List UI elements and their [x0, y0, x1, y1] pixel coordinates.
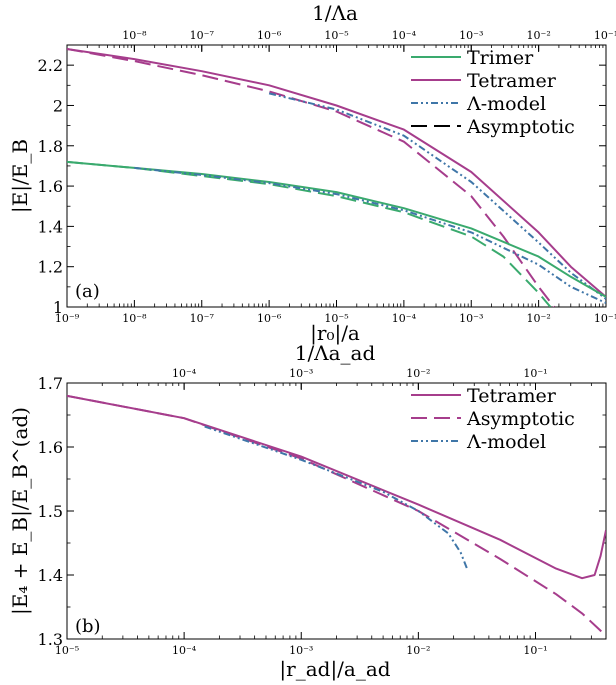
- x-tick-label: 10⁻⁶: [257, 312, 282, 325]
- top-tick-label: 10⁻¹: [523, 367, 547, 380]
- series-line-lambda-dashdotdot: [204, 425, 468, 569]
- x-tick-label: 10⁻²: [406, 644, 430, 657]
- y-tick-label: 1.2: [38, 258, 63, 277]
- legend-label: Asymptotic: [466, 408, 575, 430]
- x-tick-label: 10⁻²: [527, 312, 551, 325]
- y-tick-label: 1.5: [38, 502, 63, 521]
- y-tick-label: 1.4: [38, 217, 63, 236]
- y-tick-label: 2: [53, 96, 63, 115]
- legend-label: Tetramer: [467, 385, 557, 407]
- series-line-tetramer-solid: [67, 48, 606, 298]
- panel-a-label: (a): [75, 281, 100, 302]
- panel-b-xlabel: |r_ad|/a_ad: [279, 657, 390, 682]
- series-line-trimer-dashed: [67, 160, 552, 307]
- y-tick-label: 1.6: [38, 177, 63, 196]
- panel-b: 10⁻⁵ 10⁻⁴ 10⁻³ 10⁻² 10⁻¹ 10⁻⁴ 10⁻³ 10⁻² 10⁻¹ 1.3 1…: [8, 341, 607, 682]
- panel-b-ylabel: |E₄ + E_B|/E_B^(ad): [8, 407, 33, 615]
- panel-a-xlabel: |r₀|/a: [310, 321, 360, 346]
- top-tick-label: 10⁻³: [289, 367, 313, 380]
- x-tick-label: 10⁻⁵: [55, 644, 79, 657]
- legend-label: Trimer: [467, 47, 534, 69]
- top-tick-label: 10⁻⁴: [172, 367, 197, 380]
- top-tick-label: 10⁻⁴: [392, 29, 417, 42]
- x-tick-label: 10⁻⁴: [392, 312, 417, 325]
- legend-label: Asymptotic: [466, 116, 575, 138]
- x-tick-label: 10⁻⁵: [324, 312, 348, 325]
- top-tick-label: 10⁻²: [527, 29, 551, 42]
- x-tick-label: 10⁻⁹: [55, 312, 80, 325]
- x-tick-label: 10⁻⁷: [190, 312, 215, 325]
- legend-label: Tetramer: [467, 70, 557, 92]
- y-tick-label: 1.7: [38, 374, 63, 393]
- y-tick-label: 1.6: [38, 438, 63, 457]
- panel-a: 10⁻⁹ 10⁻⁸ 10⁻⁷ 10⁻⁶ 10⁻⁵ 10⁻⁴ 10⁻³ 10⁻² 10⁻¹ 10⁻⁸…: [8, 1, 616, 346]
- y-tick-label: 1.8: [38, 137, 63, 156]
- top-tick-label: 10⁻²: [406, 367, 430, 380]
- top-tick-label: 10⁻⁸: [122, 29, 147, 42]
- top-tick-label: 10⁻³: [459, 29, 483, 42]
- x-tick-label: 10⁻⁸: [122, 312, 147, 325]
- panel-a-ylabel: |E|/E_B: [8, 139, 33, 213]
- y-tick-label: 1.3: [38, 630, 63, 649]
- x-tick-label: 10⁻⁴: [172, 644, 197, 657]
- series-line-tetramer-dashdotdot: [268, 92, 606, 300]
- panel-b-ticks: 10⁻⁵ 10⁻⁴ 10⁻³ 10⁻² 10⁻¹ 10⁻⁴ 10⁻³ 10⁻² 10⁻¹ 1.3 1…: [38, 367, 606, 657]
- panel-b-series: [67, 394, 606, 637]
- x-tick-label: 10⁻³: [289, 644, 313, 657]
- series-line-trimer-dashdotdot: [134, 166, 606, 304]
- top-tick-label: 10⁻⁶: [257, 29, 282, 42]
- top-tick-label: 10⁻¹: [594, 29, 616, 42]
- x-tick-label: 10⁻¹: [594, 312, 616, 325]
- series-line-tetramer-solid: [67, 394, 606, 580]
- x-tick-label: 10⁻¹: [523, 644, 547, 657]
- panel-a-top-xlabel: 1/Λa: [312, 1, 358, 25]
- panel-b-top-xlabel: 1/Λa_ad: [295, 341, 376, 365]
- legend-label: Λ-model: [466, 93, 546, 115]
- panel-b-label: (b): [75, 616, 101, 637]
- x-tick-label: 10⁻³: [459, 312, 483, 325]
- series-line-tetramer-dashed: [67, 48, 555, 307]
- top-tick-label: 10⁻⁵: [324, 29, 348, 42]
- panel-a-series: [67, 48, 606, 307]
- legend-label: Λ-model: [466, 431, 546, 453]
- y-tick-label: 2.2: [38, 56, 63, 75]
- series-line-tetramer-dashed: [67, 394, 606, 637]
- y-tick-label: 1: [53, 298, 63, 317]
- panel-a-ticks: 10⁻⁹ 10⁻⁸ 10⁻⁷ 10⁻⁶ 10⁻⁵ 10⁻⁴ 10⁻³ 10⁻² 10⁻¹ 10⁻⁸…: [38, 29, 616, 325]
- top-tick-label: 10⁻⁷: [190, 29, 215, 42]
- y-tick-label: 1.4: [38, 566, 63, 585]
